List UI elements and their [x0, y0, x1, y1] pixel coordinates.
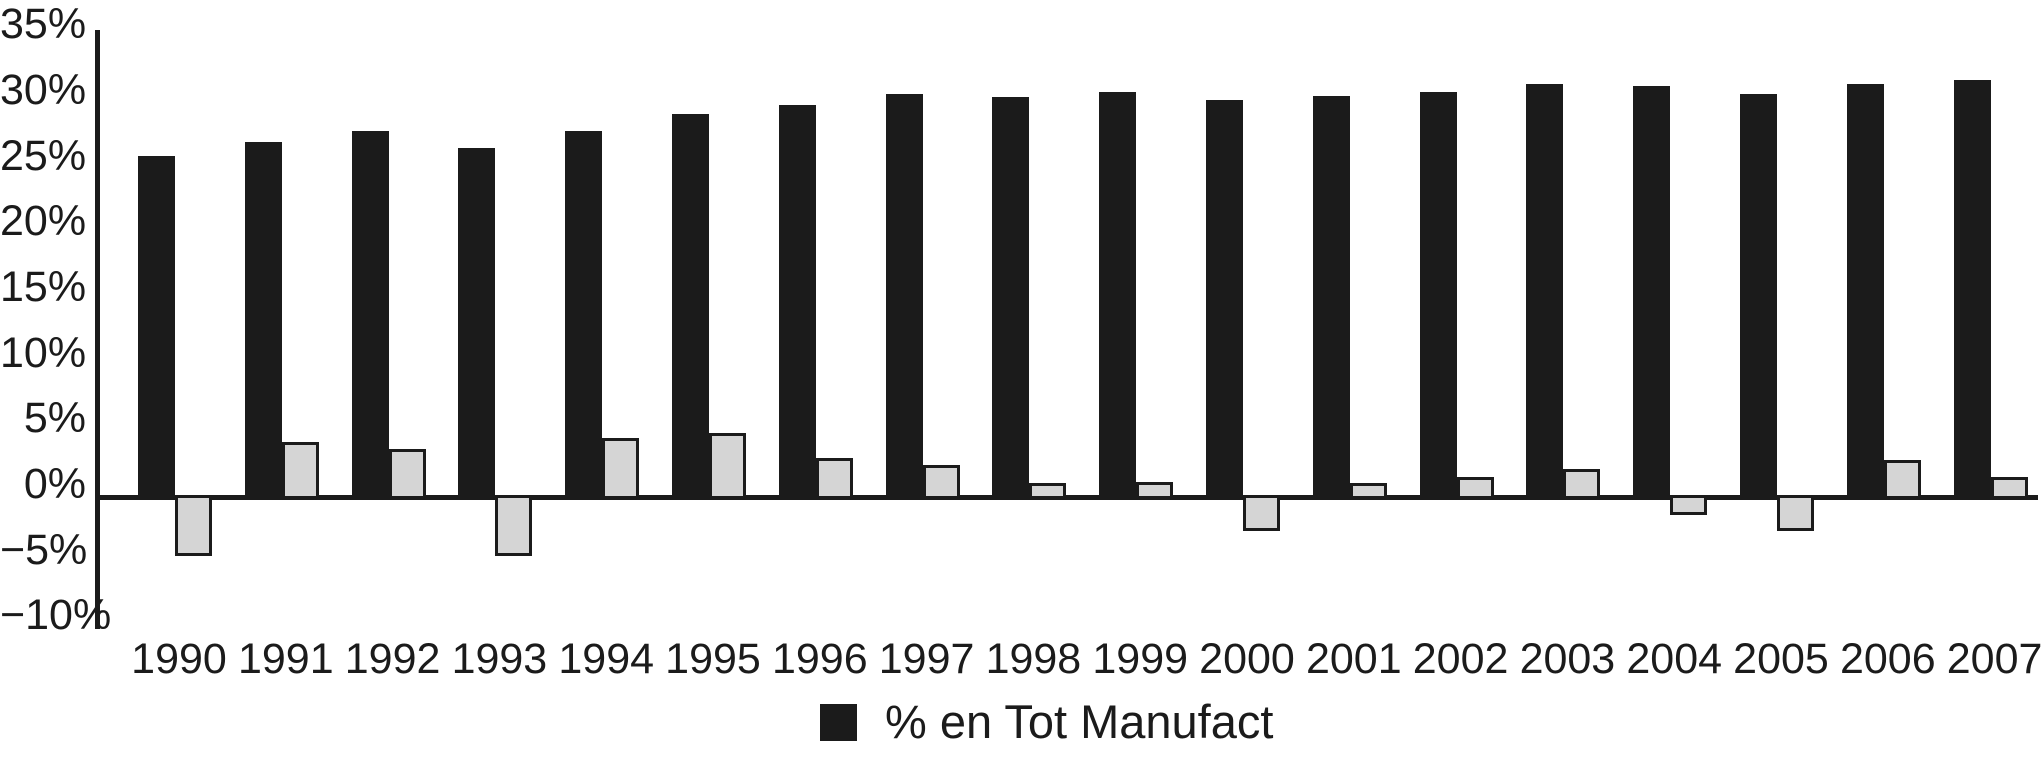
- bar-primary-2001: [1312, 95, 1350, 499]
- x-tick-label-2001: 2001: [1305, 635, 1402, 683]
- bar-secondary-2006: [1883, 459, 1921, 499]
- bar-primary-2007: [1953, 79, 1991, 499]
- x-tick-label-1995: 1995: [665, 635, 761, 683]
- y-tick-label: −10%: [0, 591, 112, 640]
- x-axis-line: [95, 495, 2038, 500]
- bar-secondary-2005: [1777, 495, 1814, 531]
- bar-secondary-1992: [388, 449, 426, 499]
- legend: % en Tot Manufact: [820, 698, 1273, 746]
- y-axis-line: [95, 30, 100, 629]
- bar-secondary-1996: [815, 458, 853, 499]
- bar-secondary-1993: [495, 495, 533, 556]
- y-tick-label: 5%: [23, 394, 86, 443]
- bar-primary-1992: [351, 131, 389, 499]
- bar-primary-2003: [1526, 83, 1564, 499]
- y-tick-label: 10%: [0, 328, 87, 377]
- bar-secondary-2007: [1990, 476, 2028, 499]
- bar-secondary-1994: [602, 438, 640, 499]
- x-tick-label-2006: 2006: [1839, 635, 1936, 683]
- bar-primary-1990: [138, 156, 175, 499]
- bar-secondary-2003: [1563, 468, 1601, 499]
- bar-primary-2004: [1633, 86, 1671, 499]
- bar-secondary-2002: [1456, 476, 1494, 499]
- legend-label: % en Tot Manufact: [885, 695, 1274, 748]
- x-tick-label-1993: 1993: [451, 635, 548, 683]
- x-tick-label-1997: 1997: [878, 635, 975, 683]
- bar-primary-1999: [1099, 91, 1137, 499]
- x-tick-label-2007: 2007: [1946, 635, 2043, 683]
- bar-primary-1996: [778, 104, 816, 499]
- bar-secondary-1995: [709, 433, 746, 499]
- y-tick-label: −5%: [0, 525, 88, 574]
- bar-primary-2002: [1419, 91, 1457, 499]
- x-tick-label-1999: 1999: [1092, 635, 1189, 683]
- bar-primary-1995: [672, 113, 709, 499]
- legend-swatch-icon: [820, 703, 857, 741]
- bar-primary-1998: [992, 96, 1030, 499]
- bar-primary-2006: [1846, 83, 1884, 499]
- bar-primary-1993: [458, 148, 496, 499]
- bar-primary-1994: [565, 131, 603, 499]
- bar-secondary-2000: [1243, 495, 1280, 531]
- y-tick-label: 20%: [0, 197, 87, 246]
- bar-secondary-1990: [175, 495, 212, 556]
- bar-primary-2005: [1740, 94, 1777, 499]
- x-tick-label-1992: 1992: [344, 635, 441, 683]
- y-tick-label: 0%: [23, 460, 86, 508]
- bar-primary-1997: [885, 94, 923, 499]
- x-tick-label-1998: 1998: [985, 635, 1082, 683]
- x-tick-label-2004: 2004: [1626, 635, 1723, 683]
- x-tick-label-1996: 1996: [771, 635, 868, 683]
- bar-secondary-1999: [1136, 481, 1174, 499]
- bar-secondary-1991: [281, 442, 319, 499]
- x-tick-label-1994: 1994: [558, 635, 655, 683]
- bar-primary-2000: [1206, 99, 1243, 499]
- x-tick-label-1991: 1991: [237, 635, 334, 683]
- bar-secondary-2001: [1349, 483, 1387, 499]
- y-tick-label: 35%: [0, 0, 87, 49]
- y-tick-label: 25%: [0, 131, 87, 180]
- bar-secondary-1998: [1029, 483, 1067, 499]
- bar-secondary-1997: [922, 464, 960, 499]
- x-tick-label-1990: 1990: [131, 635, 227, 683]
- x-tick-label-2003: 2003: [1519, 635, 1616, 683]
- y-tick-label: 30%: [0, 65, 87, 114]
- x-tick-label-2000: 2000: [1199, 635, 1295, 683]
- x-tick-label-2002: 2002: [1412, 635, 1509, 683]
- x-tick-label-2005: 2005: [1733, 635, 1829, 683]
- bar-secondary-2004: [1670, 495, 1708, 515]
- y-tick-label: 15%: [0, 262, 87, 311]
- bar-primary-1991: [244, 141, 282, 499]
